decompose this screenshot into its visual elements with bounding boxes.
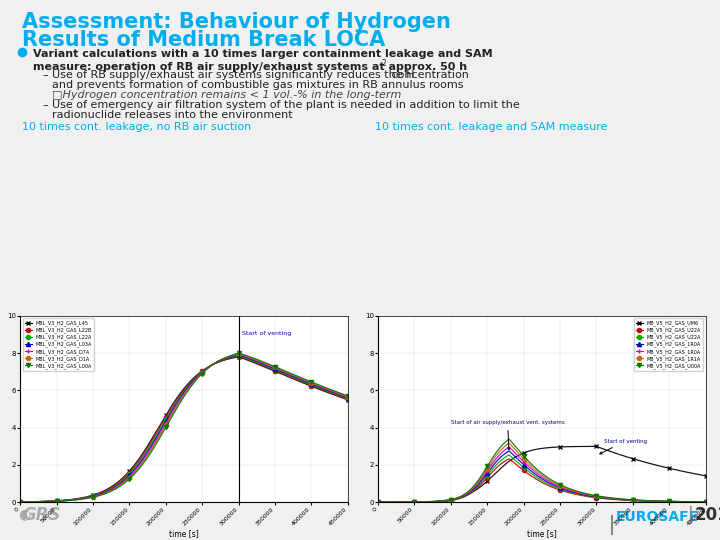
Text: concentration: concentration bbox=[388, 70, 469, 80]
Text: 2: 2 bbox=[382, 59, 387, 68]
Text: Start of air supply/exhaust vent. systems: Start of air supply/exhaust vent. system… bbox=[451, 420, 564, 450]
Text: EUROSAFE: EUROSAFE bbox=[616, 510, 699, 524]
Text: and prevents formation of combustible gas mixtures in RB annulus rooms: and prevents formation of combustible ga… bbox=[52, 80, 464, 90]
Text: 10 times cont. leakage and SAM measure: 10 times cont. leakage and SAM measure bbox=[375, 122, 608, 132]
Text: Results of Medium Break LOCA: Results of Medium Break LOCA bbox=[22, 30, 385, 50]
Text: Assessment: Behaviour of Hydrogen: Assessment: Behaviour of Hydrogen bbox=[22, 12, 451, 32]
Text: Start of venting: Start of venting bbox=[242, 331, 292, 336]
Text: –: – bbox=[42, 70, 48, 80]
Legend: MB_V5_H2_GAS_UM6, MB_V5_H2_GAS_U22A, MB_V5_H2_GAS_U22A, MB_V5_H2_GAS_1R0A, MB_V5: MB_V5_H2_GAS_UM6, MB_V5_H2_GAS_U22A, MB_… bbox=[634, 319, 703, 371]
Text: Use of RB supply/exhaust air systems significantly reduces the H: Use of RB supply/exhaust air systems sig… bbox=[52, 70, 415, 80]
Text: 2017: 2017 bbox=[695, 506, 720, 524]
Text: Use of emergency air filtration system of the plant is needed in addition to lim: Use of emergency air filtration system o… bbox=[52, 100, 520, 110]
X-axis label: time [s]: time [s] bbox=[527, 529, 557, 538]
Text: 10 times cont. leakage, no RB air suction: 10 times cont. leakage, no RB air suctio… bbox=[22, 122, 251, 132]
Text: radionuclide releases into the environment: radionuclide releases into the environme… bbox=[52, 110, 292, 120]
X-axis label: time [s]: time [s] bbox=[169, 529, 199, 538]
Text: □Hydrogen concentration remains < 1 vol.-% in the long-term: □Hydrogen concentration remains < 1 vol.… bbox=[52, 90, 401, 100]
Text: ◐: ◐ bbox=[18, 507, 30, 521]
Legend: MBL_V3_H2_GAS_L45, MBL_V3_H2_GAS_L22B, MBL_V3_H2_GAS_L22A, MBL_V3_H2_GAS_L03A, M: MBL_V3_H2_GAS_L45, MBL_V3_H2_GAS_L22B, M… bbox=[22, 319, 94, 371]
Text: Variant calculations with a 10 times larger containment leakage and SAM
measure:: Variant calculations with a 10 times lar… bbox=[33, 49, 492, 72]
Text: GRS: GRS bbox=[22, 506, 60, 524]
Text: Start of venting: Start of venting bbox=[600, 438, 647, 454]
Text: –: – bbox=[42, 100, 48, 110]
Text: |: | bbox=[688, 506, 693, 524]
